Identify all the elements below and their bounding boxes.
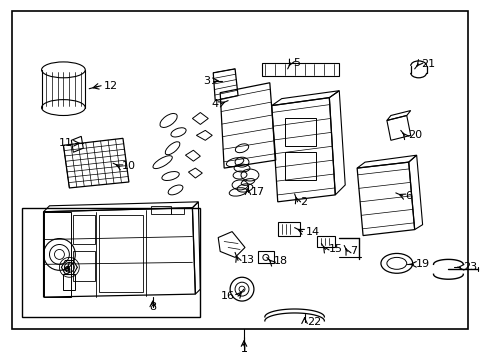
Bar <box>73 251 95 281</box>
Text: 2: 2 <box>300 197 307 207</box>
Text: 4: 4 <box>211 99 218 109</box>
Text: 21: 21 <box>421 59 435 69</box>
Text: 7: 7 <box>349 247 357 256</box>
Text: 18: 18 <box>273 256 287 266</box>
Bar <box>73 215 95 244</box>
Text: 20: 20 <box>407 130 421 140</box>
Bar <box>277 222 299 235</box>
Text: 14: 14 <box>305 226 319 237</box>
Text: 19: 19 <box>415 259 429 269</box>
Text: 1: 1 <box>240 344 247 354</box>
Text: 9: 9 <box>62 266 70 276</box>
Bar <box>150 206 170 214</box>
Text: 3: 3 <box>203 76 210 86</box>
Text: 15: 15 <box>327 244 342 255</box>
Text: 5: 5 <box>293 58 300 68</box>
Bar <box>284 152 316 180</box>
Text: 13: 13 <box>241 255 255 265</box>
Text: 22: 22 <box>307 317 321 327</box>
Text: 1: 1 <box>240 344 247 354</box>
Bar <box>21 208 200 317</box>
Bar <box>63 274 75 290</box>
Bar <box>170 208 184 214</box>
Text: 8: 8 <box>149 302 156 312</box>
Text: 23: 23 <box>462 262 476 272</box>
Text: 10: 10 <box>122 161 136 171</box>
Bar <box>99 215 142 292</box>
Text: 16: 16 <box>221 291 235 301</box>
Text: 11: 11 <box>58 138 72 148</box>
Text: 12: 12 <box>104 81 118 91</box>
Bar <box>317 235 335 247</box>
Text: 6: 6 <box>405 191 412 201</box>
Bar <box>284 118 316 146</box>
Bar <box>12 11 468 329</box>
Text: 17: 17 <box>250 187 264 197</box>
Bar <box>257 251 273 264</box>
